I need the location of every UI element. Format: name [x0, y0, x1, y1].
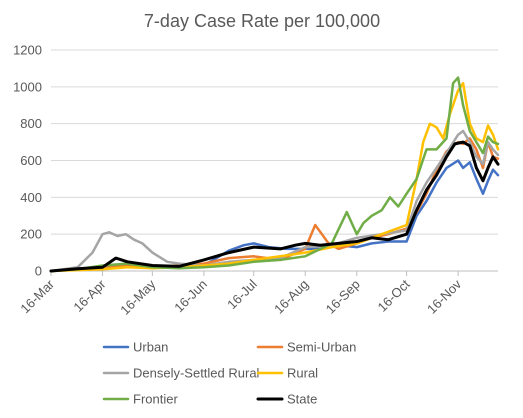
y-axis-tick-labels: 0 200 400 600 800 1000 1200	[13, 43, 42, 279]
series-lines	[49, 76, 500, 273]
series-line-state	[49, 140, 500, 273]
series-line-densely-settled-rural	[49, 129, 500, 273]
chart-title: 7-day Case Rate per 100,000	[144, 11, 380, 31]
legend-item: Urban	[102, 340, 168, 355]
series-line-frontier	[49, 76, 500, 273]
legend-label: Semi-Urban	[287, 340, 356, 355]
legend-item: State	[256, 392, 317, 407]
legend: Urban Semi-Urban Densely-Settled Rural Rura…	[102, 340, 356, 407]
y-tick-label: 800	[20, 116, 42, 131]
legend-item: Frontier	[102, 392, 178, 407]
legend-label: Rural	[287, 366, 318, 381]
legend-label: State	[287, 392, 317, 407]
y-tick-label: 200	[20, 227, 42, 242]
legend-label: Frontier	[133, 392, 178, 407]
legend-item: Densely-Settled Rural	[102, 366, 260, 381]
y-tick-label: 600	[20, 153, 42, 168]
legend-item: Rural	[256, 366, 318, 381]
y-tick-label: 400	[20, 190, 42, 205]
legend-item: Semi-Urban	[256, 340, 356, 355]
y-tick-label: 1200	[13, 43, 42, 58]
y-tick-label: 0	[35, 264, 42, 279]
y-tick-label: 1000	[13, 79, 42, 94]
legend-label: Densely-Settled Rural	[133, 366, 260, 381]
legend-label: Urban	[133, 340, 168, 355]
